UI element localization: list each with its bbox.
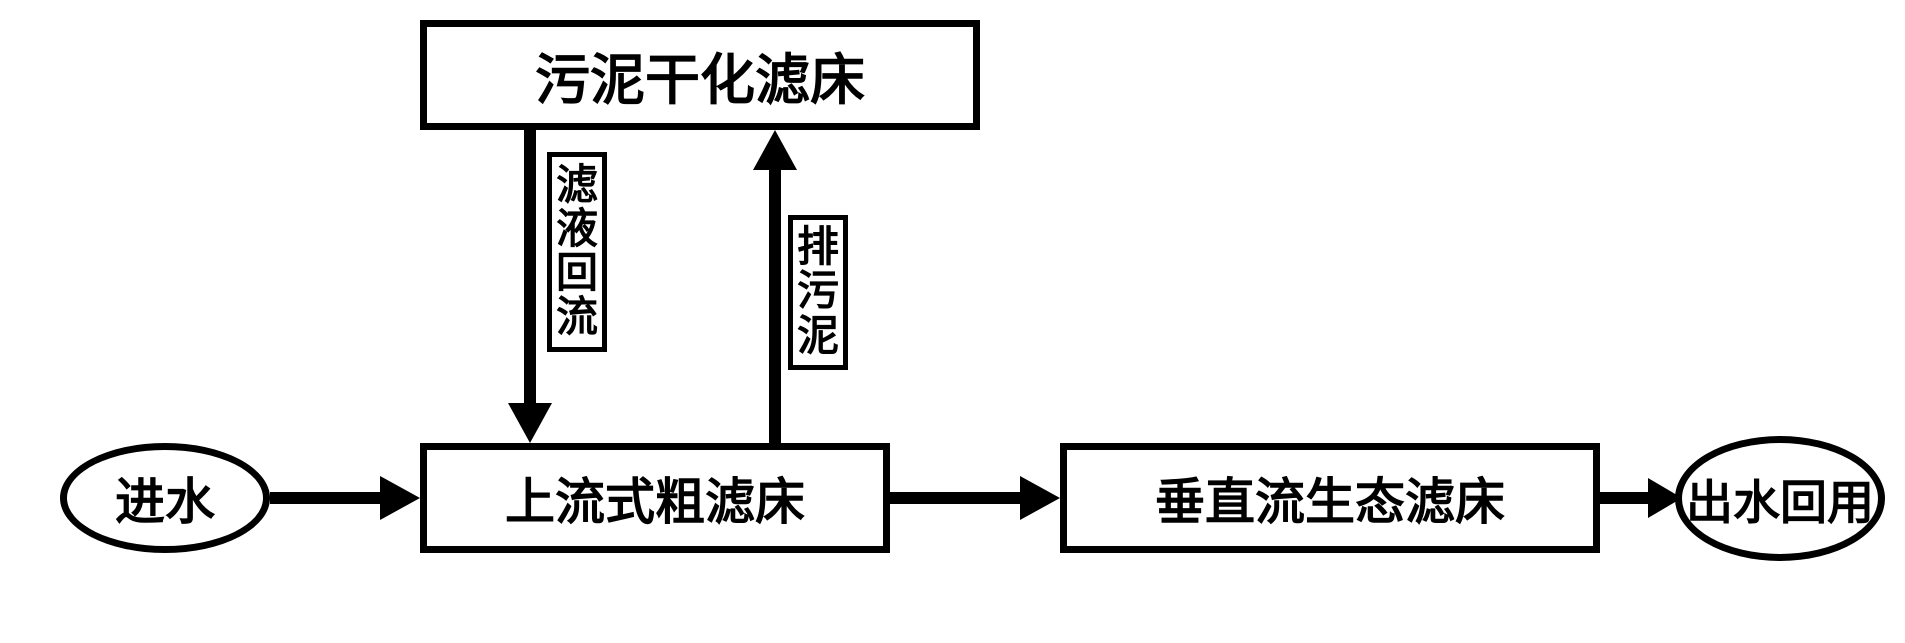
node-outlet: 出水回用: [1675, 436, 1885, 561]
node-inlet-label: 进水: [115, 462, 215, 534]
node-coarse-filter: 上流式粗滤床: [420, 443, 890, 553]
node-sludge-drying: 污泥干化滤床: [420, 20, 980, 130]
node-vertical-filter: 垂直流生态滤床: [1060, 443, 1600, 553]
flowchart-canvas: 进水 上流式粗滤床 垂直流生态滤床 出水回用 污泥干化滤床 滤液回流 排污泥: [0, 0, 1905, 643]
node-outlet-label: 出水回用: [1686, 464, 1874, 533]
edge-sludge-discharge-label: 排污泥: [788, 215, 848, 370]
node-coarse-filter-label: 上流式粗滤床: [505, 462, 805, 534]
node-sludge-drying-label: 污泥干化滤床: [535, 35, 865, 115]
node-inlet: 进水: [60, 443, 270, 553]
node-vertical-filter-label: 垂直流生态滤床: [1155, 462, 1505, 534]
edge-filtrate-return-label: 滤液回流: [547, 152, 607, 352]
